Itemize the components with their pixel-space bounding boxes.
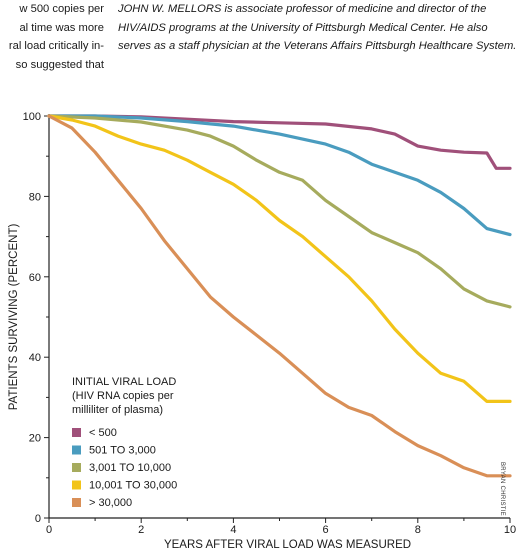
legend-label: 501 TO 3,000 bbox=[89, 445, 156, 457]
legend-swatch bbox=[72, 463, 81, 472]
x-axis-label: YEARS AFTER VIRAL LOAD WAS MEASURED bbox=[164, 539, 411, 551]
series-line bbox=[47, 114, 512, 403]
series-line bbox=[47, 114, 512, 478]
x-tick-label: 0 bbox=[46, 524, 52, 536]
left-column-line: ral load critically in- bbox=[8, 40, 104, 52]
legend-swatch bbox=[72, 428, 81, 437]
legend-label: 10,001 TO 30,000 bbox=[89, 480, 177, 492]
y-tick-label: 20 bbox=[29, 433, 41, 445]
left-column-line: al time was more bbox=[19, 21, 104, 34]
author-name: JOHN W. MELLORS bbox=[118, 3, 222, 15]
illustration-credit: BRYAN CHRISTIE bbox=[499, 462, 505, 516]
y-tick-label: 80 bbox=[29, 191, 41, 203]
author-bio: JOHN W. MELLORS is associate professor o… bbox=[118, 0, 518, 56]
legend-swatch bbox=[72, 498, 81, 507]
x-tick-label: 8 bbox=[415, 524, 421, 536]
y-tick-label: 0 bbox=[35, 513, 41, 525]
y-axis-label: PATIENTS SURVIVING (PERCENT) bbox=[8, 224, 20, 411]
left-column-line: w 500 copies per bbox=[19, 3, 104, 15]
legend-label: > 30,000 bbox=[89, 497, 132, 509]
legend-label: 3,001 TO 10,000 bbox=[89, 462, 171, 474]
x-tick-label: 10 bbox=[504, 524, 516, 536]
legend-swatch bbox=[72, 480, 81, 490]
legend-swatch bbox=[72, 445, 81, 455]
legend-title: (HIV RNA copies per bbox=[72, 390, 174, 402]
left-column-text: w 500 copies per al time was more ral lo… bbox=[0, 0, 104, 74]
x-tick-label: 4 bbox=[230, 524, 236, 536]
series-line bbox=[47, 114, 512, 237]
left-column-line: so suggested that bbox=[15, 58, 104, 71]
x-tick-label: 6 bbox=[323, 524, 329, 536]
legend-label: < 500 bbox=[89, 427, 117, 439]
y-tick-label: 100 bbox=[23, 111, 41, 123]
legend-title: milliliter of plasma) bbox=[72, 404, 163, 416]
x-tick-label: 2 bbox=[138, 524, 144, 536]
series-line bbox=[47, 114, 512, 170]
author-bio-text: is associate professor of medicine and d… bbox=[118, 3, 517, 52]
series-line bbox=[47, 114, 512, 309]
y-tick-label: 40 bbox=[29, 352, 41, 364]
legend-title: INITIAL VIRAL LOAD bbox=[72, 376, 176, 388]
y-tick-label: 60 bbox=[29, 272, 41, 284]
